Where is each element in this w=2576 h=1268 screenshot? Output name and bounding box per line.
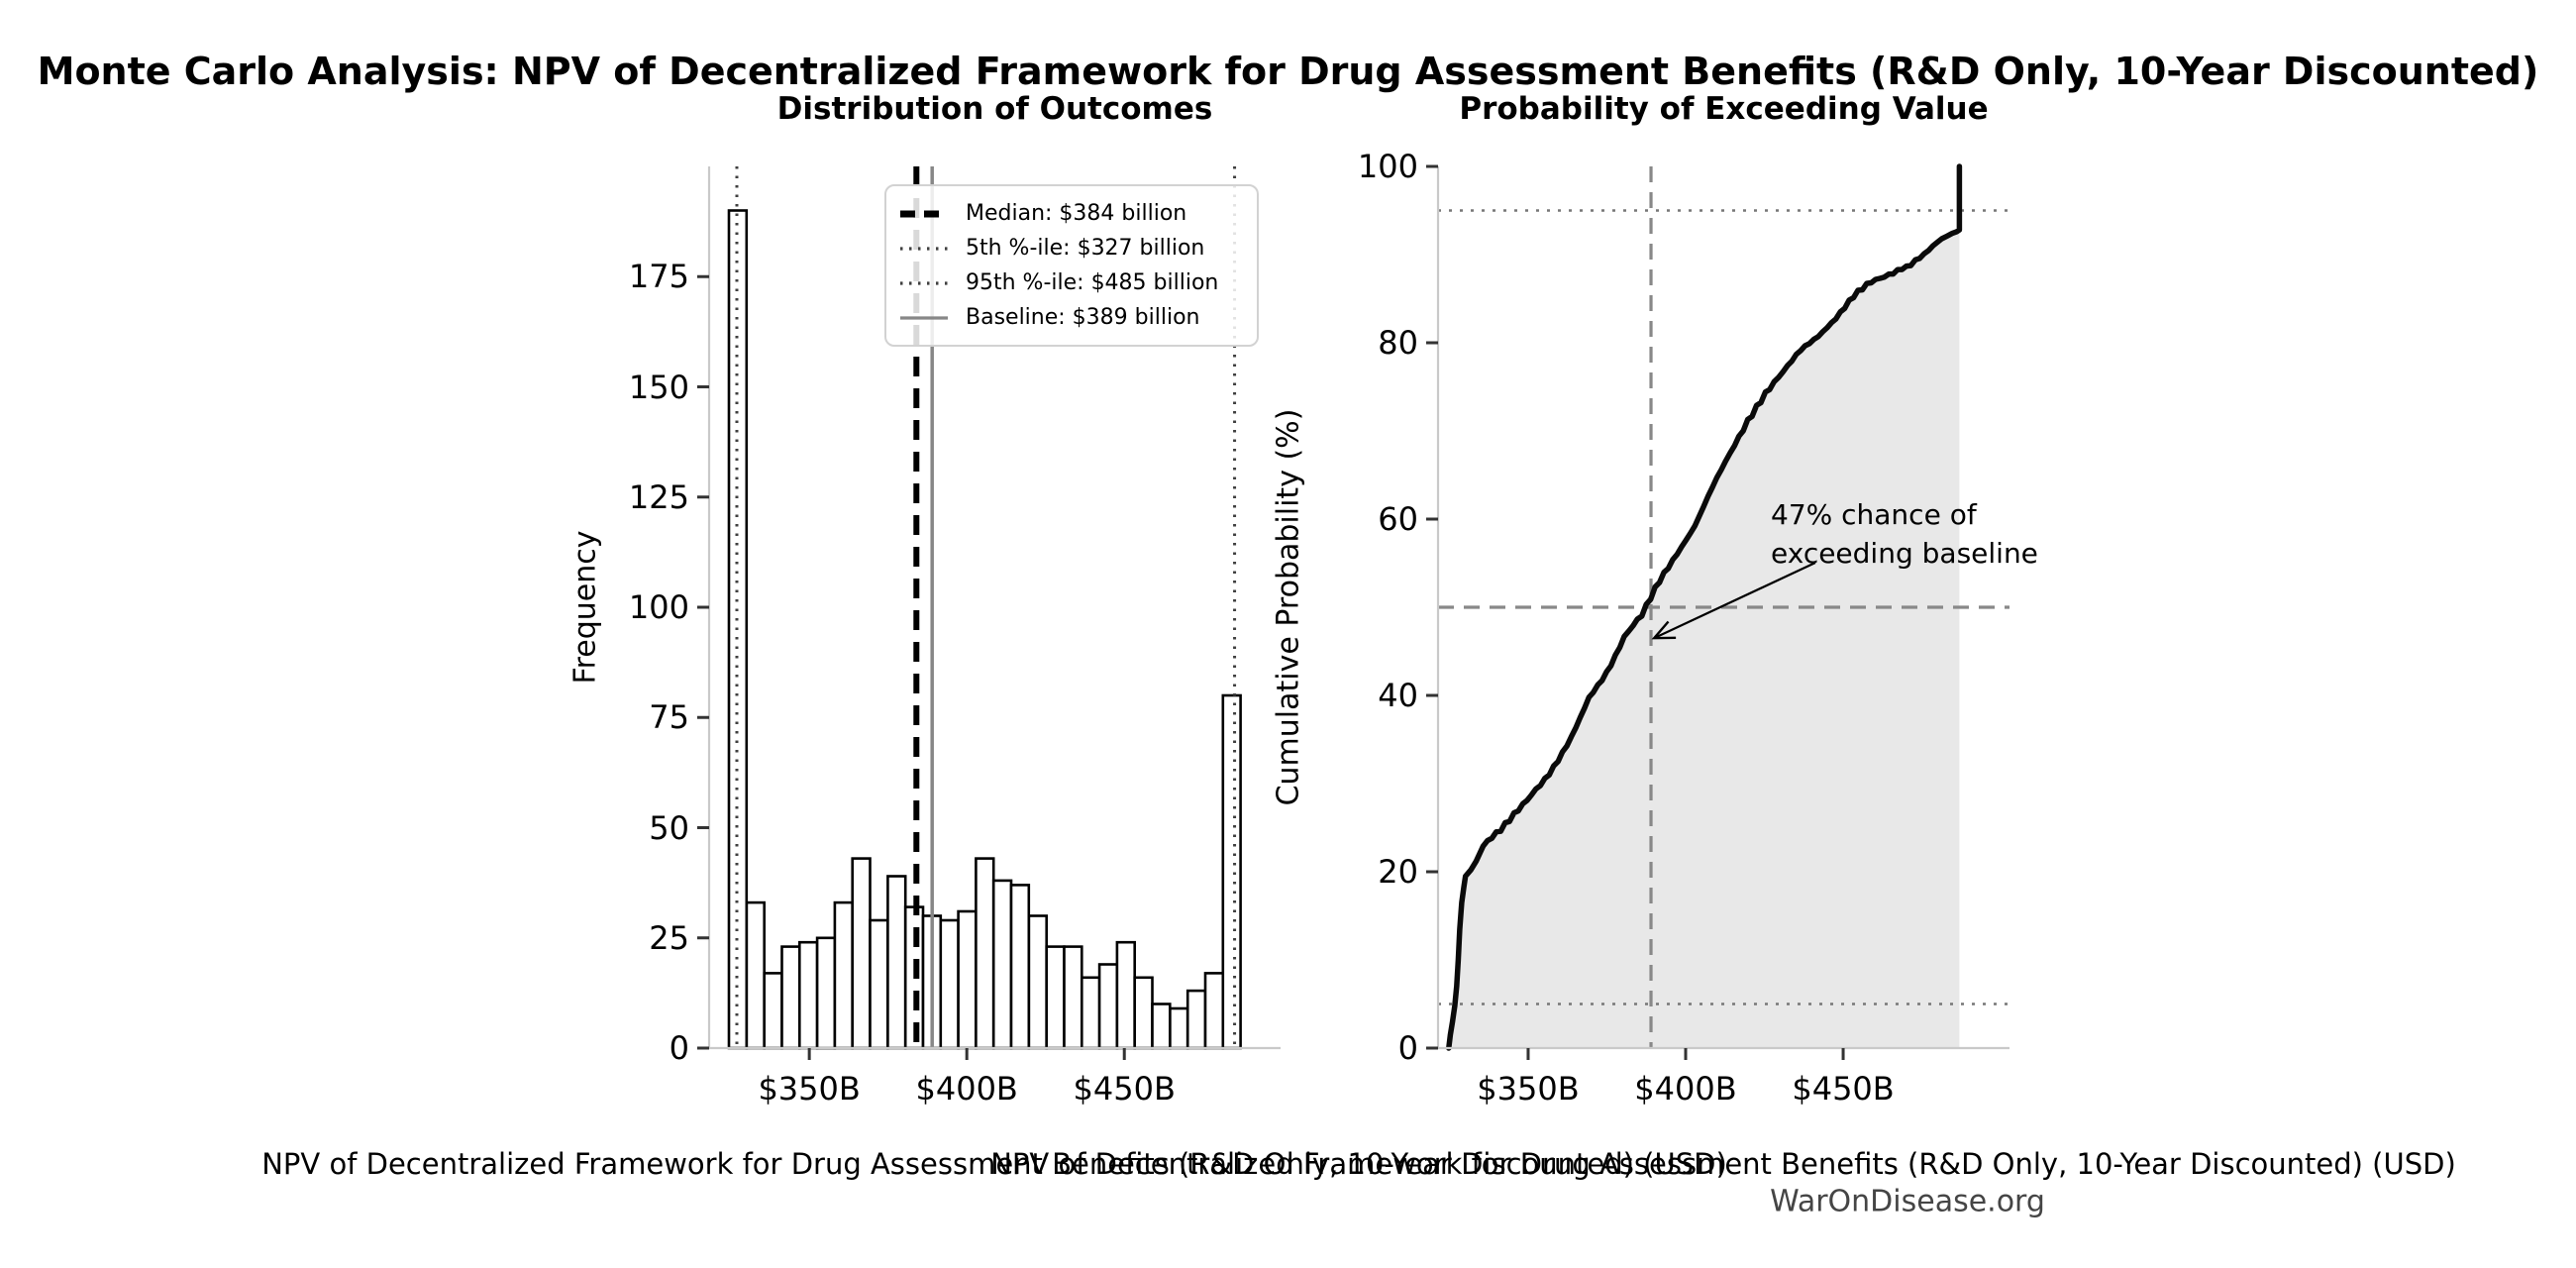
y-tick-label: 0 <box>1397 1029 1418 1067</box>
histogram-bar <box>1133 976 1154 1050</box>
x-tick-label: $400B <box>915 1070 1018 1108</box>
y-tick-label: 100 <box>1357 148 1418 185</box>
histogram-bar <box>975 857 995 1050</box>
histogram-bars <box>727 209 1242 1050</box>
y-tick-label: 80 <box>1378 324 1418 362</box>
figure-title: Monte Carlo Analysis: NPV of Decentraliz… <box>37 50 2539 93</box>
histogram-bar <box>1045 945 1066 1050</box>
histogram-bar <box>797 940 819 1050</box>
left-chart <box>697 166 1281 1060</box>
legend-item-median: Median: $384 billion <box>898 196 1245 231</box>
legend-swatch-baseline <box>900 315 948 320</box>
annotation-line-2: exceeding baseline <box>1771 537 2038 570</box>
histogram-bar <box>763 972 783 1050</box>
histogram-bar <box>833 900 855 1050</box>
x-tick-label: $450B <box>1073 1070 1176 1108</box>
histogram-bar <box>780 945 801 1050</box>
histogram-bar <box>957 909 978 1050</box>
histogram-bar <box>869 918 889 1050</box>
y-tick-label: 125 <box>628 477 689 516</box>
legend-label-p95: 95th %-ile: $485 billion <box>966 270 1219 295</box>
legend-item-baseline: Baseline: $389 billion <box>898 300 1245 335</box>
histogram-bar <box>991 879 1013 1050</box>
x-tick-label: $400B <box>1634 1070 1737 1108</box>
histogram-bar <box>1115 940 1137 1050</box>
right-x-axis-label: NPV of Decentralized Framework for Drug … <box>990 1147 2456 1181</box>
legend-swatch-p5 <box>900 246 948 251</box>
x-tick-label: $350B <box>758 1070 861 1108</box>
histogram-bar <box>1081 976 1101 1050</box>
legend-swatch-p95 <box>900 280 948 285</box>
histogram-bar <box>1063 945 1083 1050</box>
y-tick-label: 40 <box>1378 677 1418 714</box>
legend-swatch-median <box>900 210 948 217</box>
legend-label-baseline: Baseline: $389 billion <box>966 305 1200 330</box>
histogram-bar <box>1027 914 1049 1050</box>
legend-item-p5: 5th %-ile: $327 billion <box>898 231 1245 265</box>
right-y-axis-label: Cumulative Probability (%) <box>1271 408 1306 806</box>
annotation-line-1: 47% chance of <box>1771 498 1977 531</box>
right-chart <box>1426 163 2009 1060</box>
histogram-bar <box>745 900 767 1050</box>
y-tick-label: 50 <box>649 808 689 847</box>
histogram-bar <box>1151 1003 1172 1050</box>
histogram-bar <box>886 875 907 1050</box>
y-tick-label: 20 <box>1378 853 1418 891</box>
legend-label-median: Median: $384 billion <box>966 201 1187 226</box>
left-x-axis-label: NPV of Decentralized Framework for Drug … <box>261 1147 1727 1181</box>
histogram-bar <box>1169 1006 1189 1050</box>
left-y-axis-label: Frequency <box>567 530 603 685</box>
histogram-bar <box>939 918 960 1050</box>
cdf-curve <box>1446 163 1963 1051</box>
histogram-bar <box>851 857 872 1050</box>
x-tick-label: $450B <box>1792 1070 1895 1108</box>
right-chart-title: Probability of Exceeding Value <box>1459 91 1989 127</box>
annotation: 47% chance of exceeding baseline <box>1771 495 2038 573</box>
y-tick-label: 0 <box>669 1029 689 1067</box>
left-chart-title: Distribution of Outcomes <box>776 91 1213 127</box>
y-tick-label: 75 <box>649 698 689 737</box>
y-tick-label: 25 <box>649 918 689 957</box>
legend-item-p95: 95th %-ile: $485 billion <box>898 265 1245 300</box>
watermark: WarOnDisease.org <box>1770 1184 2045 1219</box>
histogram-bar <box>1185 989 1207 1050</box>
y-tick-label: 100 <box>628 588 689 626</box>
histogram-bar <box>1009 884 1031 1050</box>
y-tick-label: 175 <box>628 258 689 296</box>
annotation-arrow <box>1651 562 1816 640</box>
histogram-bar <box>815 936 837 1050</box>
histogram-bar <box>1203 972 1225 1050</box>
histogram-bar <box>1097 963 1119 1050</box>
legend-label-p5: 5th %-ile: $327 billion <box>966 236 1205 261</box>
legend: Median: $384 billion 5th %-ile: $327 bill… <box>884 184 1259 347</box>
y-tick-label: 150 <box>628 368 689 406</box>
y-tick-label: 60 <box>1378 500 1418 538</box>
x-tick-label: $350B <box>1477 1070 1580 1108</box>
